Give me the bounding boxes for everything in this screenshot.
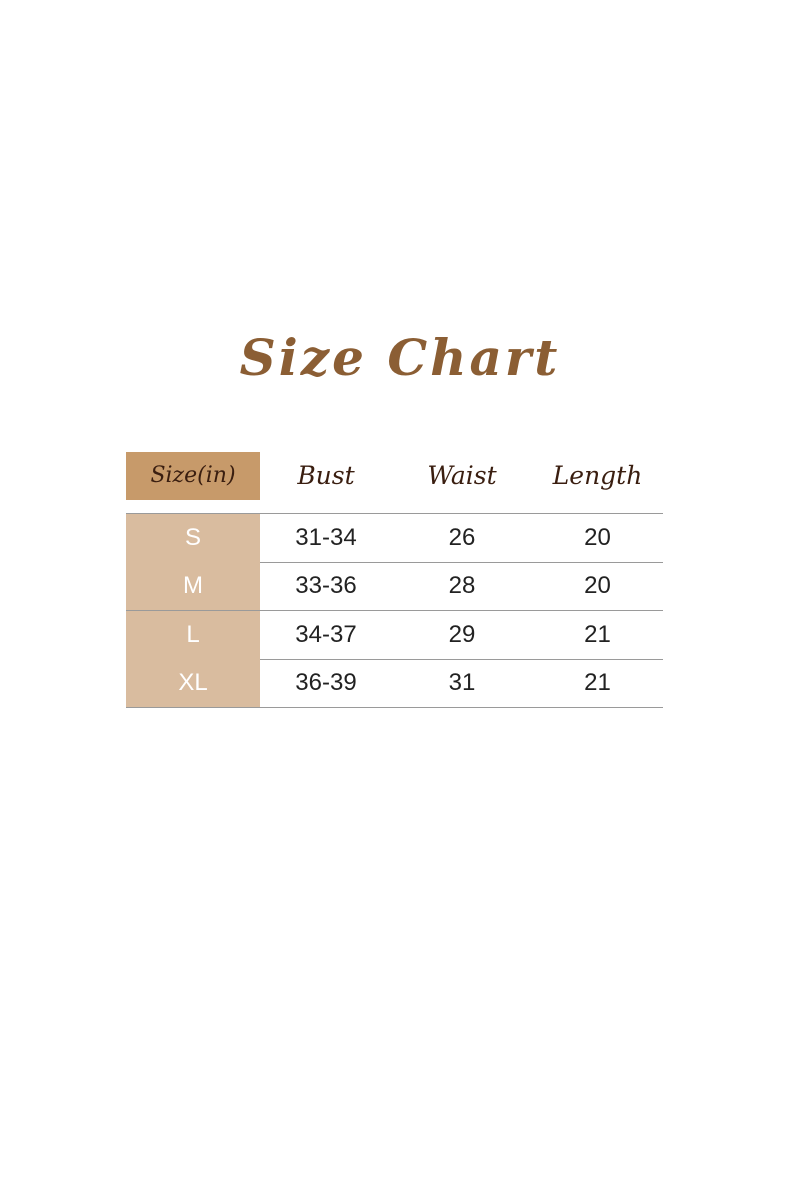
header-size: Size(in) — [126, 452, 260, 500]
header-waist: Waist — [427, 461, 497, 490]
size-cell: XL — [126, 659, 260, 707]
length-cell: 20 — [584, 572, 611, 599]
size-cell: M — [126, 562, 260, 610]
bust-cell: 33-36 — [295, 572, 357, 599]
waist-cell: 28 — [448, 572, 476, 599]
table-row: L 34-37 29 21 — [126, 611, 663, 660]
size-cell: S — [126, 514, 260, 562]
table-row: XL 36-39 31 21 — [126, 659, 663, 708]
bust-cell: 36-39 — [295, 669, 357, 696]
header-bust: Bust — [297, 461, 355, 490]
page-title: Size Chart — [239, 328, 561, 387]
size-cell: L — [126, 611, 260, 659]
waist-cell: 31 — [448, 669, 476, 696]
waist-cell: 26 — [448, 524, 476, 551]
length-cell: 21 — [584, 621, 611, 648]
table-row: S 31-34 26 20 — [126, 513, 663, 563]
length-cell: 20 — [584, 524, 611, 551]
waist-cell: 29 — [448, 621, 476, 648]
bust-cell: 31-34 — [295, 524, 357, 551]
bust-cell: 34-37 — [295, 621, 357, 648]
header-length: Length — [552, 461, 643, 490]
length-cell: 21 — [584, 669, 611, 696]
table-row: M 33-36 28 20 — [126, 562, 663, 611]
